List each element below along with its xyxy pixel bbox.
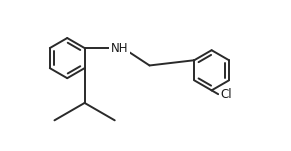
Text: Cl: Cl (220, 88, 232, 101)
Text: NH: NH (111, 42, 128, 55)
